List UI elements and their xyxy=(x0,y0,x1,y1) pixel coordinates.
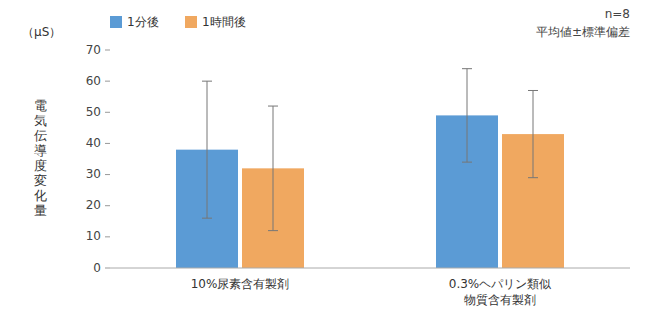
y-tick-label: 30 xyxy=(86,167,101,181)
error-bar-cap xyxy=(528,90,538,91)
error-bar-cap xyxy=(528,177,538,178)
error-bar-cap xyxy=(202,218,212,219)
error-bar xyxy=(528,90,538,177)
x-tick-label-line: 0.3%ヘパリン類似 xyxy=(449,277,552,291)
error-bar xyxy=(462,69,472,162)
x-axis-line xyxy=(110,268,630,269)
y-axis-label-line: 変 xyxy=(34,173,47,188)
annotation: 平均値±標準偏差 xyxy=(536,25,630,39)
y-tick-label: 70 xyxy=(86,43,101,57)
error-bar xyxy=(268,106,278,231)
y-tick-label: 20 xyxy=(86,198,101,212)
x-tick-label-line: 10%尿素含有製剤 xyxy=(191,277,290,291)
chart-svg: 0 10 20 30 40 50 60 70 電気伝導度変化量 （μS） n=8 平均値±標準偏差 10… xyxy=(0,0,650,334)
y-axis-label-line: 伝 xyxy=(34,128,47,143)
error-bar-cap xyxy=(268,230,278,231)
y-tick xyxy=(105,236,110,237)
annotation: n=8 xyxy=(605,7,630,21)
y-axis-label: 電気伝導度変化量 xyxy=(34,98,47,218)
legend-swatch xyxy=(185,16,197,28)
error-bar-stem xyxy=(273,106,274,231)
error-bar-stem xyxy=(467,69,468,162)
y-axis-label-line: 化 xyxy=(34,188,47,203)
error-bar xyxy=(202,81,212,218)
error-bar-stem xyxy=(207,81,208,218)
legend-label: 1分後 xyxy=(127,15,159,29)
error-bar-cap xyxy=(462,68,472,69)
y-axis-label-line: 電 xyxy=(34,98,47,113)
x-tick-label-line: 物質含有製剤 xyxy=(464,293,536,307)
y-tick xyxy=(105,174,110,175)
x-tick-label: 10%尿素含有製剤 xyxy=(191,277,290,291)
y-tick-label: 10 xyxy=(86,229,101,243)
y-tick-label: 40 xyxy=(86,136,101,150)
chart-container: 0 10 20 30 40 50 60 70 電気伝導度変化量 （μS） n=8 平均値±標準偏差 10… xyxy=(0,0,650,334)
y-axis-label-line: 気 xyxy=(34,113,47,128)
units-annotation: （μS） xyxy=(22,25,61,39)
error-bar-cap xyxy=(462,162,472,163)
y-tick xyxy=(105,112,110,113)
y-tick xyxy=(105,50,110,51)
y-tick xyxy=(105,205,110,206)
y-tick xyxy=(105,81,110,82)
x-tick-label: 0.3%ヘパリン類似物質含有製剤 xyxy=(449,277,552,307)
y-tick-label: 0 xyxy=(93,261,101,275)
y-tick xyxy=(105,143,110,144)
legend-label: 1時間後 xyxy=(202,15,246,29)
y-axis-label-line: 導 xyxy=(34,143,47,158)
plot-area xyxy=(176,69,564,268)
y-axis-label-line: 量 xyxy=(34,203,47,218)
y-axis-label-line: 度 xyxy=(34,158,47,173)
y-tick-label: 60 xyxy=(86,74,101,88)
error-bar-cap xyxy=(268,106,278,107)
legend: 1分後 1時間後 xyxy=(110,15,246,29)
y-tick-label: 50 xyxy=(86,105,101,119)
y-tick xyxy=(105,268,110,269)
error-bar-stem xyxy=(533,90,534,177)
legend-swatch xyxy=(110,16,122,28)
error-bar-cap xyxy=(202,81,212,82)
